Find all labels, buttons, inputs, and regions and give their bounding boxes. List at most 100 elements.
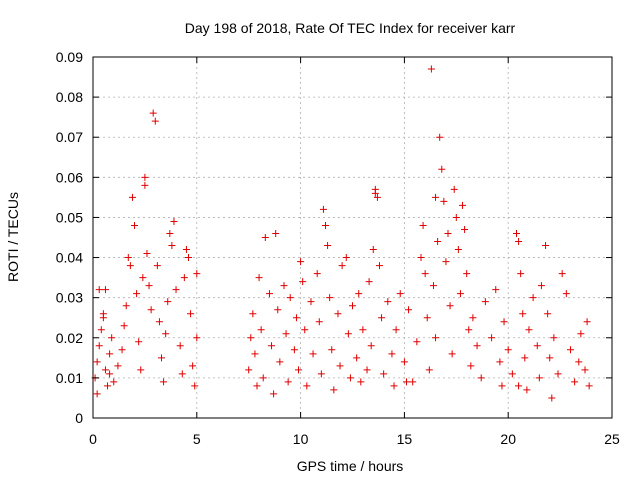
- data-point: [517, 270, 525, 278]
- data-point: [257, 326, 265, 334]
- data-point: [106, 350, 114, 358]
- data-point: [164, 298, 172, 306]
- data-point: [513, 229, 521, 237]
- data-points: [91, 65, 593, 402]
- data-point: [135, 338, 143, 346]
- data-point: [251, 350, 259, 358]
- data-point: [147, 306, 155, 314]
- x-tick-label: 10: [293, 431, 309, 447]
- data-point: [515, 238, 523, 246]
- data-point: [504, 346, 512, 354]
- data-point: [265, 290, 273, 298]
- data-point: [409, 378, 417, 386]
- data-point: [392, 326, 400, 334]
- plot-frame: [92, 56, 613, 419]
- data-point: [319, 205, 327, 213]
- data-point: [477, 374, 485, 382]
- data-point: [577, 330, 585, 338]
- data-point: [342, 254, 350, 262]
- data-point: [459, 201, 467, 209]
- data-point: [585, 382, 593, 390]
- data-point: [324, 242, 332, 250]
- data-point: [529, 294, 537, 302]
- data-point: [170, 217, 178, 225]
- data-point: [118, 346, 126, 354]
- data-point: [261, 234, 269, 241]
- y-tick-label: 0.06: [56, 169, 83, 185]
- data-point: [384, 298, 392, 306]
- data-point: [328, 346, 336, 354]
- data-point: [390, 382, 398, 390]
- data-point: [280, 282, 288, 290]
- data-point: [537, 282, 545, 290]
- data-point: [421, 270, 429, 278]
- data-point: [193, 270, 201, 278]
- data-point: [533, 342, 541, 350]
- data-point: [438, 165, 446, 173]
- data-point: [187, 310, 195, 318]
- data-point: [139, 274, 147, 282]
- data-point: [284, 378, 292, 386]
- data-point: [97, 326, 105, 334]
- data-point: [110, 378, 118, 386]
- data-point: [253, 382, 261, 390]
- data-point: [184, 254, 192, 262]
- data-point: [488, 334, 496, 342]
- data-point: [427, 65, 435, 73]
- data-point: [268, 342, 276, 350]
- data-point: [405, 306, 413, 314]
- data-point: [436, 133, 444, 141]
- data-point: [141, 181, 149, 189]
- data-point: [535, 374, 543, 382]
- data-point: [274, 306, 282, 314]
- data-point: [143, 250, 151, 258]
- data-point: [349, 302, 356, 310]
- data-point: [153, 262, 161, 270]
- x-tick-label: 25: [604, 431, 620, 447]
- data-point: [492, 286, 500, 294]
- data-point: [429, 282, 437, 290]
- data-point: [515, 382, 523, 390]
- data-point: [544, 310, 552, 318]
- x-tick-label: 5: [193, 431, 201, 447]
- data-point: [353, 354, 361, 362]
- data-point: [193, 334, 201, 342]
- data-point: [378, 314, 386, 322]
- y-tick-label: 0.01: [56, 370, 83, 386]
- data-point: [367, 342, 375, 350]
- data-point: [519, 310, 527, 318]
- data-point: [583, 318, 591, 326]
- axis-ticks: [92, 56, 613, 419]
- data-point: [160, 378, 168, 386]
- data-point: [326, 294, 334, 302]
- data-point: [255, 274, 263, 282]
- data-point: [413, 338, 421, 346]
- data-point: [155, 318, 163, 326]
- data-point: [365, 278, 373, 286]
- data-point: [434, 238, 442, 246]
- data-point: [461, 225, 469, 233]
- data-point: [465, 326, 473, 334]
- data-point: [151, 117, 159, 125]
- x-tick-label: 0: [89, 431, 97, 447]
- data-point: [133, 290, 141, 298]
- data-point: [452, 213, 460, 221]
- data-point: [467, 362, 475, 370]
- data-point: [137, 366, 145, 374]
- data-point: [104, 382, 112, 390]
- data-point: [371, 185, 379, 193]
- data-point: [272, 229, 280, 237]
- data-point: [93, 390, 101, 398]
- data-point: [369, 246, 377, 254]
- y-tick-label: 0.08: [56, 89, 83, 105]
- data-point: [299, 278, 307, 286]
- data-point: [344, 330, 352, 338]
- data-point: [355, 290, 363, 298]
- data-point: [303, 382, 311, 390]
- data-point: [158, 354, 166, 362]
- data-point: [128, 193, 136, 201]
- data-point: [396, 290, 404, 298]
- data-point: [500, 318, 508, 326]
